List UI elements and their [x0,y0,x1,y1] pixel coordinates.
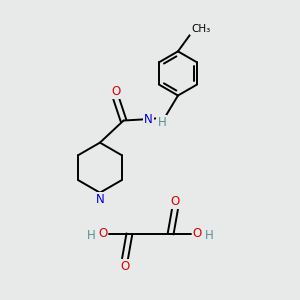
Text: H: H [158,116,166,129]
Text: O: O [193,227,202,240]
Text: H: H [87,229,95,242]
Text: CH₃: CH₃ [191,24,211,34]
Text: O: O [170,195,180,208]
Text: N: N [144,112,153,126]
Text: N: N [96,193,104,206]
Text: O: O [112,85,121,98]
Text: O: O [120,260,130,273]
Text: O: O [98,227,107,240]
Text: H: H [205,229,213,242]
